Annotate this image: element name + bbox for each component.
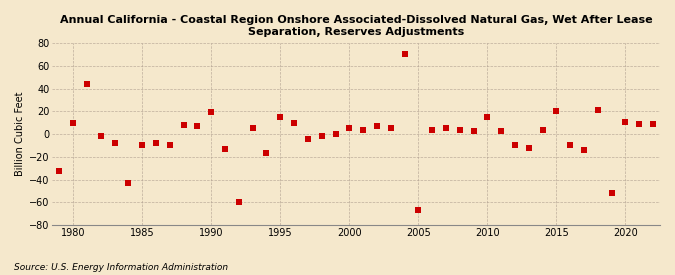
Point: [454, 127, 465, 132]
Point: [344, 126, 355, 131]
Y-axis label: Billion Cubic Feet: Billion Cubic Feet: [15, 92, 25, 176]
Point: [317, 134, 327, 139]
Point: [441, 126, 452, 131]
Point: [593, 108, 603, 112]
Point: [578, 148, 589, 152]
Point: [648, 122, 659, 126]
Point: [620, 119, 631, 124]
Point: [289, 120, 300, 125]
Point: [523, 145, 534, 150]
Point: [165, 143, 176, 148]
Title: Annual California - Coastal Region Onshore Associated-Dissolved Natural Gas, Wet: Annual California - Coastal Region Onsho…: [60, 15, 653, 37]
Point: [385, 126, 396, 131]
Point: [247, 126, 258, 131]
Point: [137, 143, 148, 148]
Point: [399, 52, 410, 57]
Point: [565, 143, 576, 148]
Point: [95, 134, 106, 139]
Point: [82, 82, 92, 86]
Point: [482, 115, 493, 119]
Point: [178, 123, 189, 127]
Point: [634, 122, 645, 126]
Text: Source: U.S. Energy Information Administration: Source: U.S. Energy Information Administ…: [14, 263, 227, 272]
Point: [123, 181, 134, 185]
Point: [219, 147, 230, 151]
Point: [68, 120, 78, 125]
Point: [427, 127, 437, 132]
Point: [261, 151, 272, 156]
Point: [151, 141, 161, 145]
Point: [330, 132, 341, 136]
Point: [302, 136, 313, 141]
Point: [468, 128, 479, 133]
Point: [606, 191, 617, 196]
Point: [413, 208, 424, 213]
Point: [54, 168, 65, 173]
Point: [537, 127, 548, 132]
Point: [109, 141, 120, 145]
Point: [275, 115, 286, 119]
Point: [551, 109, 562, 114]
Point: [496, 128, 507, 133]
Point: [358, 127, 369, 132]
Point: [371, 124, 382, 128]
Point: [40, 78, 51, 83]
Point: [192, 124, 202, 128]
Point: [510, 143, 520, 148]
Point: [206, 110, 217, 115]
Point: [234, 200, 244, 205]
